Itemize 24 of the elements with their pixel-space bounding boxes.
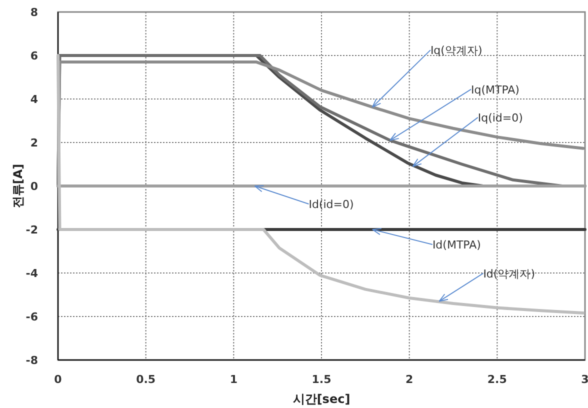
x-tick-label: 0 xyxy=(54,373,62,386)
x-tick-label: 2.5 xyxy=(487,373,507,386)
x-tick-label: 1 xyxy=(230,373,238,386)
x-tick-label: 3 xyxy=(581,373,588,386)
y-tick-label: -8 xyxy=(26,354,38,367)
annotation: Id(MTPA) xyxy=(432,238,481,252)
y-tick-label: 6 xyxy=(30,50,38,62)
annotation: Iq(id=0) xyxy=(478,111,523,124)
x-tick-label: 1.5 xyxy=(312,373,332,386)
x-axis-title: 시간[sec] xyxy=(292,392,350,406)
y-tick-label: 8 xyxy=(30,6,38,19)
x-tick-label: 2 xyxy=(406,373,414,386)
y-tick-label: -2 xyxy=(26,224,38,236)
annotation: Id(id=0) xyxy=(308,198,354,211)
y-tick-label: -4 xyxy=(26,267,38,280)
annotation: Id(약계자) xyxy=(483,267,536,280)
annotation: Iq(MTPA) xyxy=(471,83,520,96)
x-tick-label: 0.5 xyxy=(136,373,156,386)
y-tick-label: 2 xyxy=(30,136,38,150)
y-tick-label: -6 xyxy=(26,310,38,324)
y-tick-label: 0 xyxy=(30,180,38,193)
annotation: Iq(약계자) xyxy=(430,44,482,58)
y-tick-label: 4 xyxy=(30,93,38,106)
y-axis-title: 전류[A] xyxy=(11,164,25,208)
